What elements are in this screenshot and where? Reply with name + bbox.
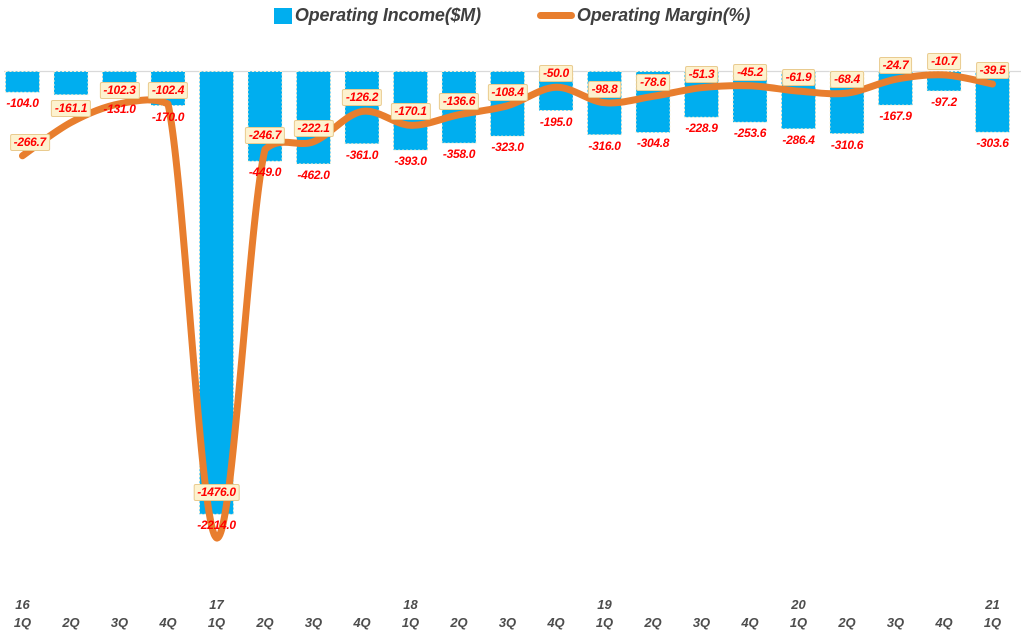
line-series-swatch-icon: [536, 12, 575, 19]
income-bar: [102, 71, 137, 99]
legend-item-operating-income: Operating Income($M): [273, 5, 481, 26]
income-bar: [441, 71, 477, 144]
income-bar: [393, 71, 428, 151]
legend-margin-label: Operating Margin(%): [576, 5, 751, 25]
legend-income-label: Operating Income($M): [294, 5, 481, 25]
income-bar: [344, 71, 380, 145]
chart-legend: Operating Income($M) Operating Margin(%): [0, 5, 1024, 26]
income-bar: [781, 71, 816, 130]
income-bar: [5, 71, 40, 93]
margin-line: [19, 71, 996, 542]
legend-item-operating-margin: Operating Margin(%): [536, 5, 751, 26]
income-bar: [199, 71, 234, 515]
income-bar: [296, 71, 331, 165]
income-bar: [732, 71, 768, 123]
income-bar: [53, 71, 89, 96]
income-bar: [829, 71, 865, 135]
income-bar: [684, 71, 719, 118]
bar-series-swatch-icon: [273, 7, 292, 24]
